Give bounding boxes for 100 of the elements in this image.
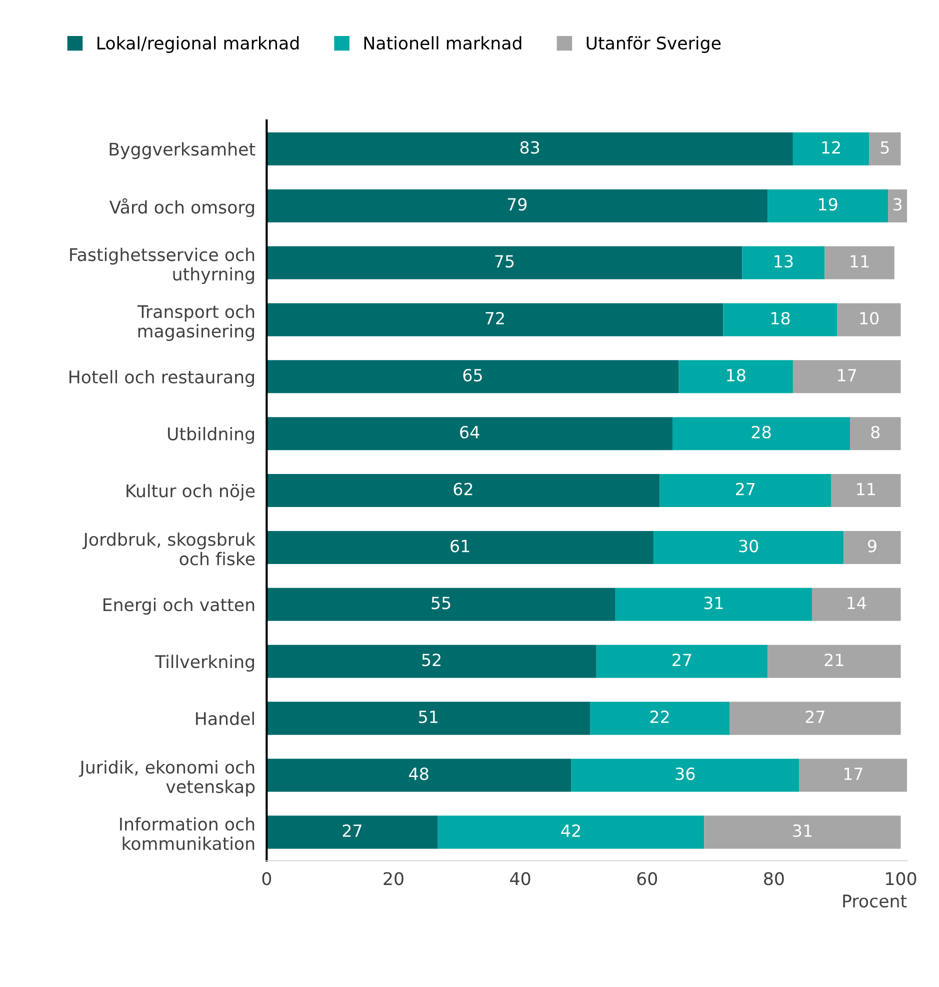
bar (792, 132, 870, 166)
data-label: 75 (495, 255, 514, 268)
data-label: 21 (824, 654, 844, 666)
y-tick-label: Jordbruk, skogsbruk och fiske (82, 532, 256, 566)
legend-label: Utanför Sverige (586, 36, 721, 53)
bar (266, 644, 596, 678)
legend-label: Lokal/regional marknad (98, 36, 299, 53)
bar (596, 644, 768, 678)
bar (266, 702, 590, 735)
data-label: 27 (672, 654, 692, 666)
data-label: 30 (739, 540, 758, 552)
data-label: 27 (806, 710, 824, 723)
bar (266, 246, 742, 280)
data-label: 36 (676, 767, 695, 780)
y-tick-label: Fastighetsservice och uthyrning (70, 248, 254, 284)
bar (768, 644, 901, 678)
x-tick-label: 0 (262, 872, 272, 886)
bar (768, 189, 888, 222)
y-tick-label: Juridik, ekonomi och vetenskap (78, 760, 255, 796)
data-label: 11 (850, 255, 869, 268)
data-label: 18 (727, 368, 746, 382)
bar (723, 303, 838, 336)
x-axis-title: Procent (843, 894, 907, 908)
bar (660, 474, 831, 508)
data-label: 55 (432, 596, 450, 610)
data-label: 14 (848, 596, 866, 610)
bar (869, 132, 901, 166)
x-tick-label: 40 (510, 872, 530, 886)
bar (266, 303, 724, 336)
data-label: 31 (793, 824, 812, 838)
y-tick-label: Utbildning (168, 427, 254, 444)
bar (824, 246, 894, 280)
bar (742, 246, 825, 280)
data-label: 11 (857, 482, 875, 496)
bar (266, 530, 654, 564)
data-label: 48 (409, 767, 428, 780)
bar (730, 702, 901, 735)
data-label: 27 (736, 482, 755, 496)
data-label: 42 (561, 824, 580, 837)
y-tick-label: Information och kommunikation (120, 817, 254, 850)
bar (266, 189, 768, 222)
bar (704, 816, 901, 849)
data-label: 18 (771, 312, 790, 325)
data-label: 52 (422, 654, 440, 666)
data-label: 22 (650, 710, 669, 723)
bar (266, 132, 793, 166)
data-label: 8 (871, 426, 880, 438)
data-label: 5 (880, 141, 889, 154)
x-tick-label: 100 (886, 872, 916, 886)
bar (830, 474, 901, 508)
data-label: 31 (704, 596, 723, 610)
x-tick-label: 60 (637, 872, 658, 886)
y-tick-label: Byggverksamhet (110, 142, 256, 160)
y-tick-label: Kultur och nöje (126, 484, 255, 501)
y-tick-label: Tillverkning (154, 654, 254, 672)
bar (266, 588, 616, 621)
bar (438, 816, 704, 849)
bar (799, 758, 908, 792)
bar (850, 417, 901, 450)
data-label: 3 (894, 198, 902, 211)
data-label: 83 (520, 141, 540, 154)
y-tick-label: Handel (196, 712, 254, 726)
data-label: 19 (819, 198, 838, 211)
data-label: 9 (868, 540, 876, 552)
bar (615, 588, 812, 621)
data-label: 17 (838, 369, 856, 382)
y-tick-label: Hotell och restaurang (70, 370, 254, 387)
bar (812, 588, 901, 621)
bar (266, 417, 672, 450)
data-label: 61 (450, 540, 470, 552)
data-label: 72 (486, 312, 504, 324)
bar (266, 474, 660, 508)
y-tick-label: Energi och vatten (104, 598, 254, 615)
bar (837, 303, 901, 336)
x-tick-label: 80 (764, 872, 784, 886)
data-label: 10 (860, 312, 879, 325)
data-label: 13 (774, 255, 793, 268)
bar (266, 758, 572, 792)
bar (266, 816, 438, 849)
y-tick-label: Transport och magasinering (137, 304, 254, 341)
bar (590, 702, 730, 735)
data-label: 51 (419, 710, 438, 724)
y-tick-label: Vård och omsorg (109, 198, 254, 218)
bar (266, 360, 679, 394)
bar (844, 530, 901, 564)
bar (792, 360, 901, 394)
bar (672, 417, 850, 450)
bar (571, 758, 800, 792)
x-tick-label: 20 (384, 872, 404, 886)
data-label: 79 (508, 198, 527, 211)
data-label: 64 (460, 426, 480, 438)
data-label: 27 (342, 824, 362, 837)
data-label: 62 (454, 482, 472, 496)
bar (653, 530, 844, 564)
bar (678, 360, 793, 394)
data-label: 17 (844, 768, 862, 780)
data-label: 12 (822, 141, 840, 154)
data-label: 28 (752, 426, 771, 438)
bar (888, 189, 908, 222)
data-label: 65 (463, 368, 482, 382)
